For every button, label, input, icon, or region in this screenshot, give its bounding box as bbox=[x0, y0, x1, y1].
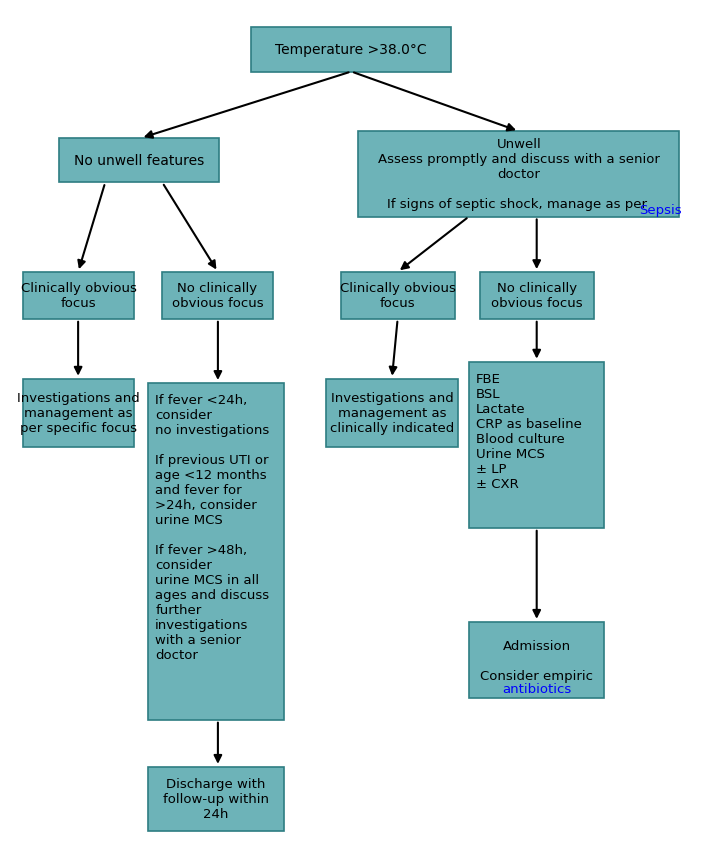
Text: If fever <24h,
consider
no investigations

If previous UTI or
age <12 months
and: If fever <24h, consider no investigation… bbox=[155, 394, 270, 661]
Text: No unwell features: No unwell features bbox=[74, 154, 204, 168]
FancyBboxPatch shape bbox=[326, 379, 458, 447]
FancyBboxPatch shape bbox=[480, 273, 593, 320]
FancyBboxPatch shape bbox=[252, 28, 451, 72]
FancyBboxPatch shape bbox=[148, 383, 284, 720]
FancyBboxPatch shape bbox=[162, 273, 273, 320]
Text: Unwell
Assess promptly and discuss with a senior
doctor

If signs of septic shoc: Unwell Assess promptly and discuss with … bbox=[378, 138, 660, 211]
FancyBboxPatch shape bbox=[148, 767, 284, 831]
Text: antibiotics: antibiotics bbox=[502, 682, 571, 695]
FancyBboxPatch shape bbox=[59, 139, 220, 183]
Text: No clinically
obvious focus: No clinically obvious focus bbox=[491, 282, 583, 310]
Text: Admission

Consider empiric: Admission Consider empiric bbox=[480, 639, 593, 682]
Text: Sepsis: Sepsis bbox=[639, 204, 682, 216]
Text: Discharge with
follow-up within
24h: Discharge with follow-up within 24h bbox=[163, 777, 269, 820]
FancyBboxPatch shape bbox=[23, 379, 134, 447]
Text: No clinically
obvious focus: No clinically obvious focus bbox=[172, 282, 263, 310]
FancyBboxPatch shape bbox=[469, 622, 604, 699]
Text: Investigations and
management as
clinically indicated: Investigations and management as clinica… bbox=[330, 392, 455, 435]
Text: Clinically obvious
focus: Clinically obvious focus bbox=[340, 282, 455, 310]
Text: Clinically obvious
focus: Clinically obvious focus bbox=[21, 282, 137, 310]
Text: Investigations and
management as
per specific focus: Investigations and management as per spe… bbox=[17, 392, 140, 435]
Text: Temperature >38.0°C: Temperature >38.0°C bbox=[275, 43, 427, 57]
Text: FBE
BSL
Lactate
CRP as baseline
Blood culture
Urine MCS
± LP
± CXR: FBE BSL Lactate CRP as baseline Blood cu… bbox=[476, 372, 582, 490]
FancyBboxPatch shape bbox=[469, 362, 604, 528]
FancyBboxPatch shape bbox=[358, 132, 679, 217]
FancyBboxPatch shape bbox=[340, 273, 455, 320]
FancyBboxPatch shape bbox=[23, 273, 134, 320]
